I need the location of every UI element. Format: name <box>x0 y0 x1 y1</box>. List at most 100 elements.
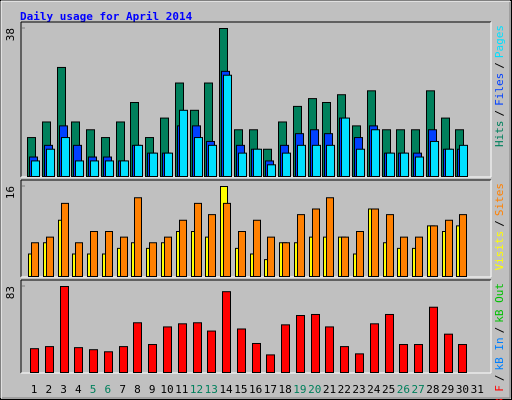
bar <box>252 342 261 373</box>
bar <box>430 140 439 178</box>
x-tick-label: 16 <box>249 383 262 396</box>
bar <box>46 236 54 277</box>
bar <box>370 323 379 374</box>
bar <box>31 160 40 177</box>
bar <box>414 344 423 374</box>
bar <box>399 344 408 374</box>
bar <box>340 346 349 373</box>
bar <box>282 152 291 177</box>
bar <box>386 152 395 177</box>
legend-entry: Hits <box>493 121 506 148</box>
x-tick-label: 23 <box>352 383 365 396</box>
x-tick-label: 11 <box>175 383 188 396</box>
separator: / <box>493 375 506 382</box>
bar <box>297 144 306 177</box>
bar <box>208 214 216 277</box>
bar <box>312 144 321 177</box>
bar <box>238 231 246 277</box>
bar <box>325 326 334 373</box>
bar <box>163 326 172 373</box>
bar <box>31 242 39 277</box>
bar <box>371 208 379 277</box>
x-tick-label: 15 <box>234 383 247 396</box>
y-tick-label: 83 <box>4 286 17 299</box>
separator: / <box>493 62 506 69</box>
bar <box>223 74 232 177</box>
bar <box>430 225 438 277</box>
side-label: Visits / Sites <box>493 183 506 271</box>
side-label: Hits / Files / Pages <box>493 25 506 147</box>
bar <box>266 354 275 373</box>
bar <box>281 324 290 373</box>
separator: / <box>493 220 506 227</box>
bar <box>148 344 157 374</box>
bar <box>120 236 128 277</box>
bar <box>341 117 350 177</box>
bar <box>90 160 99 177</box>
bar <box>179 219 187 277</box>
bar <box>75 160 84 177</box>
bar <box>61 202 69 277</box>
bar <box>194 202 202 277</box>
bar <box>282 242 290 277</box>
bar <box>105 160 114 177</box>
x-tick-label: 1 <box>31 383 38 396</box>
legend-entry: Pages <box>493 25 506 58</box>
bar <box>326 144 335 177</box>
bar <box>90 231 98 277</box>
bar <box>253 148 262 178</box>
bar <box>60 286 69 373</box>
x-tick-label: 20 <box>308 383 321 396</box>
bar <box>223 202 231 277</box>
legend-entry: Sites <box>493 183 506 216</box>
legend-entry: Files <box>493 73 506 106</box>
bar <box>237 328 246 374</box>
x-tick-label: 27 <box>412 383 425 396</box>
bar <box>149 152 158 177</box>
x-tick-label: 17 <box>264 383 277 396</box>
x-tick-label: 2 <box>45 383 52 396</box>
x-tick-label: 31 <box>471 383 484 396</box>
bar <box>179 109 188 177</box>
x-tick-label: 30 <box>456 383 469 396</box>
bar <box>134 144 143 177</box>
chart-title: Daily usage for April 2014 <box>20 10 193 23</box>
bar <box>356 231 364 277</box>
separator: / <box>493 110 506 117</box>
bar <box>149 242 157 277</box>
x-tick-label: 28 <box>426 383 439 396</box>
bar <box>267 236 275 277</box>
bar <box>164 152 173 177</box>
x-tick-label: 9 <box>149 383 156 396</box>
x-tick-label: 18 <box>279 383 292 396</box>
legend-entry: kB Out <box>493 283 506 323</box>
side-label: kB F / kB In / kB Out <box>493 283 506 400</box>
bar <box>297 214 305 277</box>
x-tick-label: 29 <box>441 383 454 396</box>
x-tick-label: 22 <box>338 383 351 396</box>
bar <box>120 160 129 177</box>
bar <box>61 137 70 177</box>
bar <box>341 236 349 277</box>
bar <box>89 349 98 374</box>
x-tick-label: 14 <box>219 383 233 396</box>
x-tick-label: 4 <box>75 383 82 396</box>
bar <box>208 144 217 177</box>
x-tick-label: 21 <box>323 383 336 396</box>
bar <box>415 236 423 277</box>
x-tick-label: 6 <box>105 383 112 396</box>
x-tick-label: 7 <box>119 383 126 396</box>
bar <box>445 148 454 178</box>
bar <box>326 197 334 277</box>
separator: / <box>493 327 506 334</box>
bar <box>371 129 380 177</box>
bar <box>238 152 247 177</box>
legend-entry: kB In <box>493 337 506 370</box>
bar <box>46 148 55 178</box>
legend-entry: Visits <box>493 231 506 271</box>
y-tick-label: 16 <box>4 186 17 199</box>
bar <box>194 137 203 177</box>
bar <box>296 315 305 374</box>
bar <box>311 313 320 373</box>
x-tick-label: 12 <box>190 383 203 396</box>
